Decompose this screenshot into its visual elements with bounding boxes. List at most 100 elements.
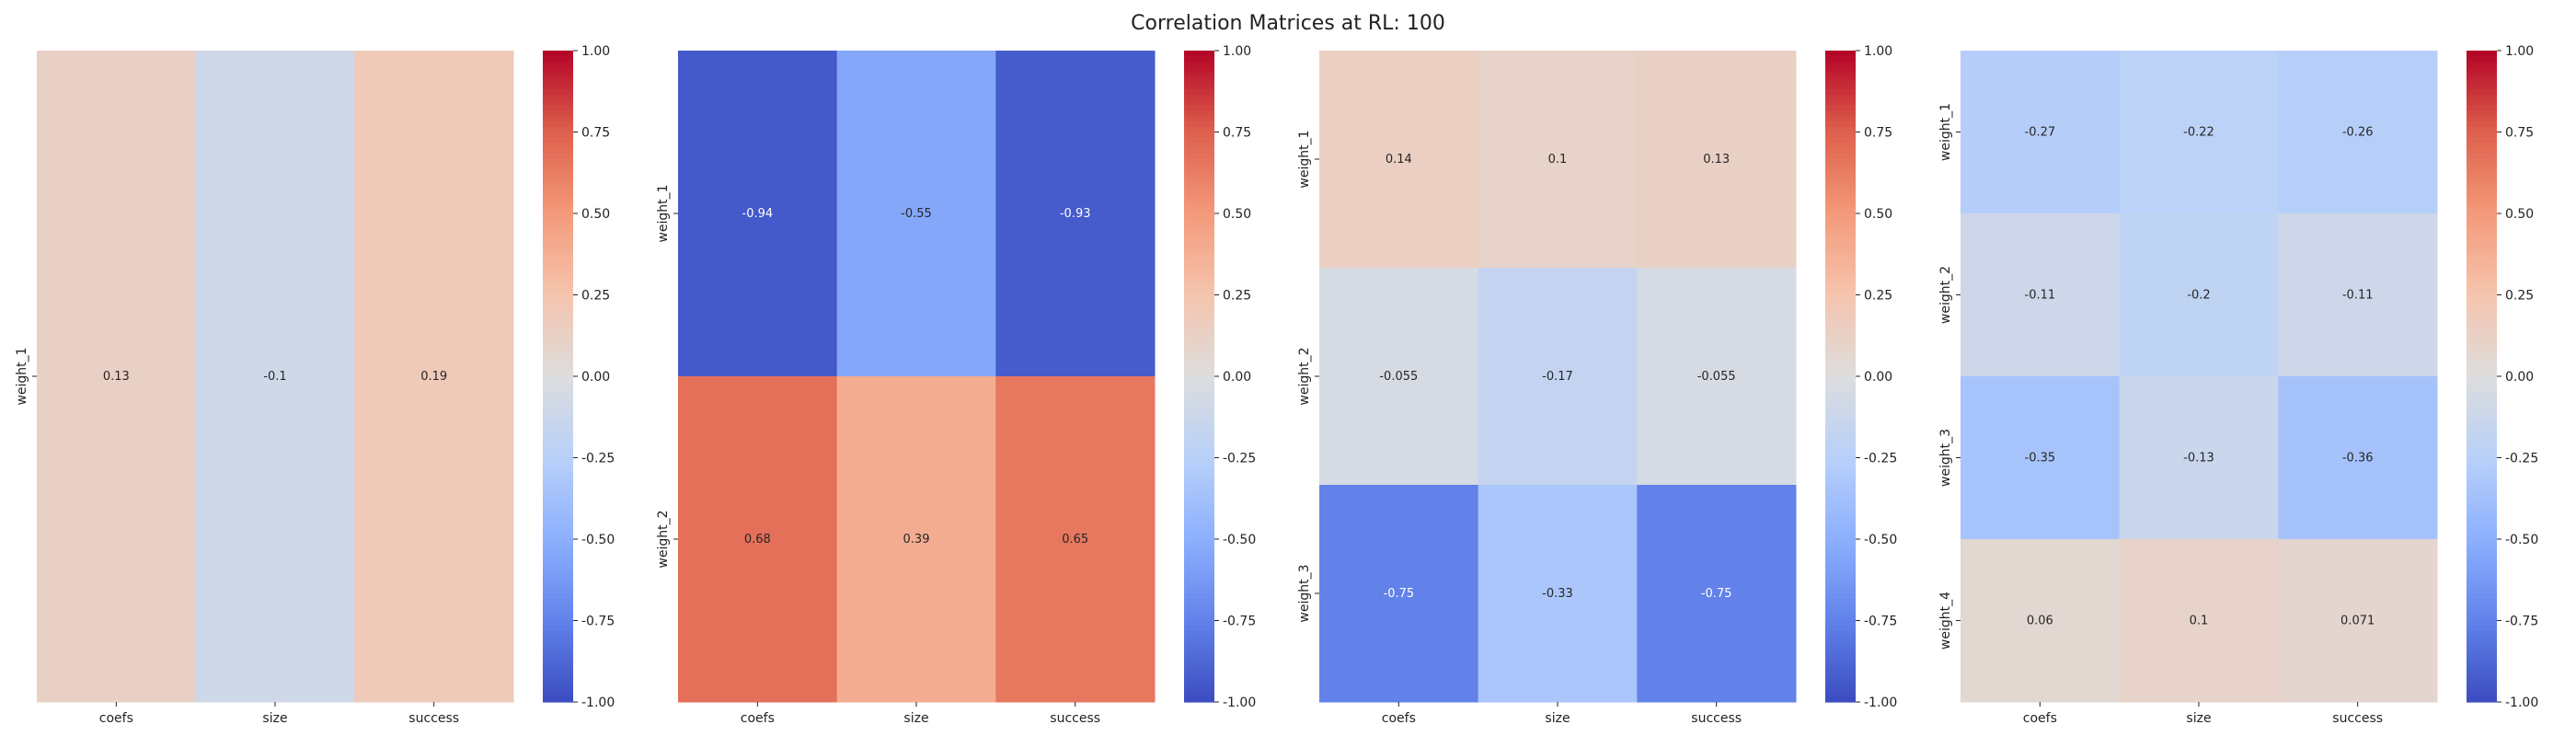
y-tick-label: weight_3	[1938, 429, 1953, 487]
heatmap-cell	[1478, 51, 1638, 269]
colorbar-segment	[1825, 485, 1856, 491]
colorbar-segment	[2467, 403, 2497, 409]
colorbar-segment	[1825, 262, 1856, 269]
colorbar-segment	[1825, 392, 1856, 399]
colorbar-segment	[1825, 615, 1856, 622]
heatmap-cell	[2119, 539, 2279, 703]
colorbar-segment	[1825, 685, 1856, 692]
colorbar-segment	[1184, 674, 1214, 681]
colorbar-segment	[543, 208, 573, 214]
colorbar-segment	[543, 257, 573, 263]
heatmap-cell	[678, 51, 838, 377]
colorbar-segment	[1184, 582, 1214, 589]
colorbar-segment	[1184, 109, 1214, 117]
colorbar-segment	[1184, 322, 1214, 328]
colorbar-segment	[1825, 83, 1856, 89]
colorbar-segment	[1825, 278, 1856, 285]
colorbar-tick-label: 0.50	[581, 207, 610, 222]
colorbar-segment	[2467, 642, 2497, 649]
colorbar-segment	[1825, 534, 1856, 540]
colorbar-segment	[1184, 452, 1214, 459]
colorbar-segment	[1825, 164, 1856, 171]
colorbar-segment	[543, 235, 573, 242]
colorbar: 1.00 0.75 0.50 0.25 0.00 -0.25 -0.50 -0.75 -1.00	[2467, 44, 2538, 710]
colorbar-segment	[1825, 457, 1856, 464]
colorbar-segment	[2467, 425, 2497, 431]
colorbar-segment	[1184, 403, 1214, 409]
colorbar-segment	[543, 121, 573, 128]
heatmap-cell	[1319, 268, 1479, 486]
colorbar-segment	[543, 512, 573, 518]
colorbar-segment	[2467, 289, 2497, 296]
cell-value-label: -0.94	[742, 207, 774, 221]
y-tick-label: weight_1	[1938, 103, 1953, 161]
colorbar-segment	[543, 397, 573, 405]
colorbar-segment	[2467, 555, 2497, 562]
colorbar-segment	[2467, 180, 2497, 188]
colorbar-segment	[1184, 420, 1214, 426]
colorbar-segment	[1184, 311, 1214, 317]
y-tick-label: weight_2	[1938, 266, 1953, 324]
colorbar-segment	[2467, 154, 2497, 160]
colorbar-tick-label: 1.00	[2505, 44, 2534, 59]
colorbar-segment	[1825, 251, 1856, 258]
colorbar-segment	[543, 468, 573, 475]
colorbar-segment	[543, 88, 573, 95]
colorbar-segment	[1825, 408, 1856, 415]
colorbar-segment	[1825, 598, 1856, 605]
colorbar-segment	[1184, 55, 1214, 63]
colorbar-tick-label: 0.00	[2505, 370, 2534, 385]
colorbar-segment	[543, 588, 573, 594]
colorbar-segment	[543, 566, 573, 572]
colorbar-segment	[1184, 381, 1214, 388]
colorbar-segment	[2467, 278, 2497, 285]
colorbar-segment	[2467, 648, 2497, 654]
colorbar-segment	[1825, 446, 1856, 454]
colorbar-segment	[543, 534, 573, 540]
colorbar-segment	[543, 180, 573, 188]
colorbar-segment	[1825, 208, 1856, 214]
colorbar-segment	[1184, 500, 1214, 508]
colorbar-segment	[1184, 197, 1214, 203]
colorbar-segment	[1825, 332, 1856, 339]
colorbar-segment	[1184, 489, 1214, 497]
colorbar-segment	[543, 55, 573, 63]
colorbar-segment	[543, 452, 573, 459]
colorbar-segment	[1184, 648, 1214, 654]
colorbar-segment	[1825, 626, 1856, 632]
colorbar-segment	[1184, 485, 1214, 491]
colorbar-segment	[1184, 169, 1214, 177]
colorbar-segment	[2467, 51, 2497, 57]
colorbar-segment	[1184, 468, 1214, 475]
colorbar-segment	[1825, 663, 1856, 671]
colorbar-segment	[2467, 408, 2497, 415]
colorbar-segment	[1825, 652, 1856, 660]
colorbar-segment	[1184, 386, 1214, 394]
y-tick-label: weight_4	[1938, 592, 1953, 650]
colorbar-segment	[1825, 218, 1856, 225]
colorbar-segment	[1825, 186, 1856, 192]
colorbar-segment	[543, 311, 573, 317]
colorbar-segment	[1825, 674, 1856, 681]
colorbar-segment	[1184, 148, 1214, 155]
colorbar-segment	[1184, 626, 1214, 632]
colorbar-tick-label: -1.00	[1223, 696, 1256, 710]
colorbar-segment	[543, 691, 573, 697]
colorbar-segment	[1184, 61, 1214, 68]
colorbar-segment	[1825, 463, 1856, 469]
colorbar-segment	[1825, 349, 1856, 355]
colorbar-segment	[543, 72, 573, 79]
colorbar-segment	[2467, 544, 2497, 551]
colorbar-segment	[1825, 72, 1856, 79]
colorbar-segment	[543, 495, 573, 502]
x-tick-label: coefs	[741, 711, 775, 726]
cell-value-label: -0.75	[1384, 587, 1415, 601]
colorbar-segment	[1184, 159, 1214, 166]
colorbar-segment	[1184, 512, 1214, 518]
heatmap-cell	[37, 51, 197, 703]
colorbar-segment	[1825, 452, 1856, 459]
colorbar-segment	[2467, 105, 2497, 111]
colorbar-tick-label: -0.50	[1864, 533, 1897, 547]
colorbar-segment	[543, 109, 573, 117]
colorbar-segment	[1184, 349, 1214, 355]
